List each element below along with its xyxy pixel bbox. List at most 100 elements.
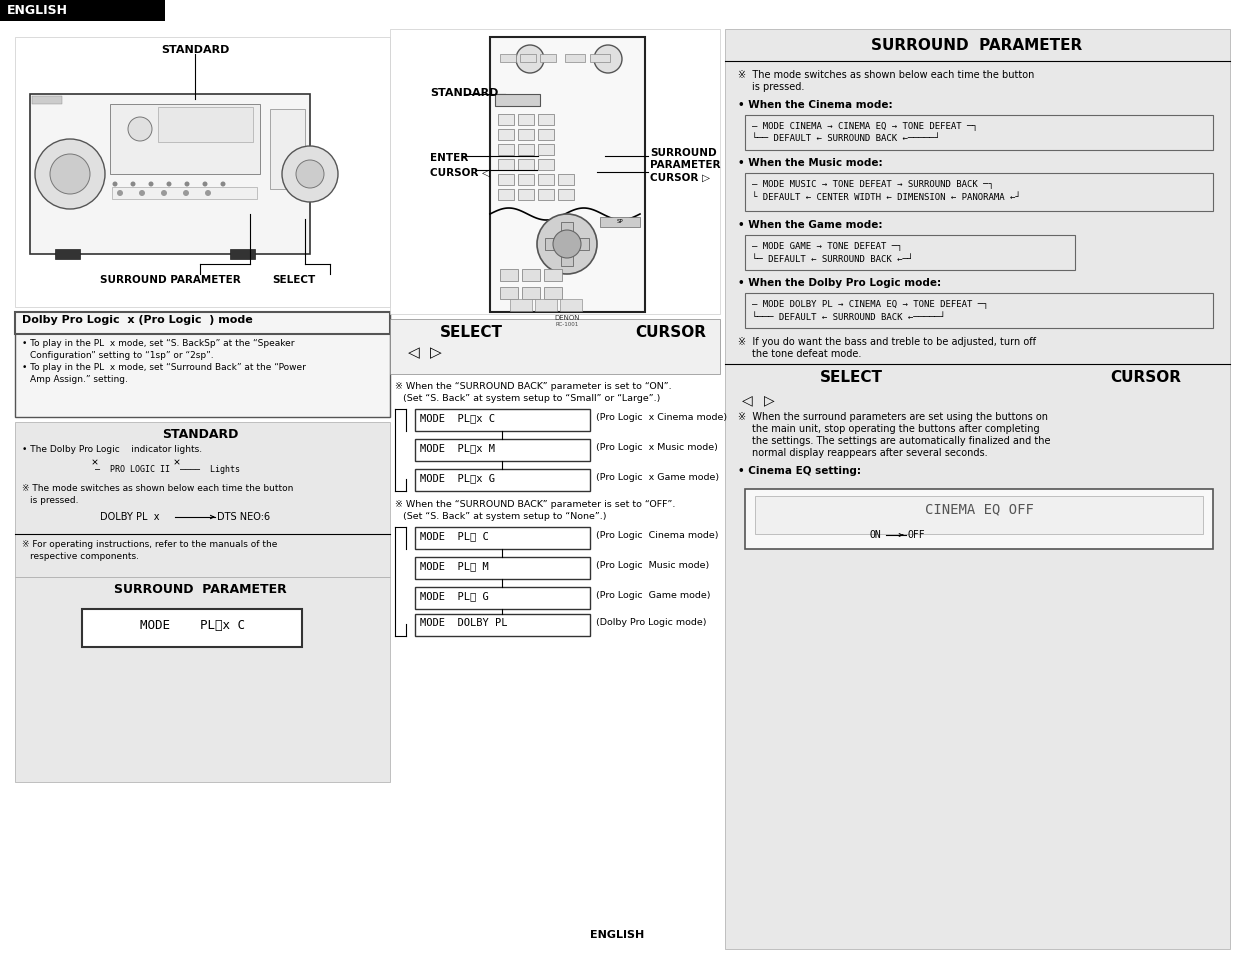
Text: SELECT: SELECT [440, 325, 503, 339]
Text: • To play in the PL  x mode, set “S. BackSp” at the “Speaker: • To play in the PL x mode, set “S. Back… [22, 338, 294, 348]
Bar [415, 410, 590, 432]
Bar [564, 55, 585, 63]
Text: └─ DEFAULT ← SURROUND BACK ←─┘: └─ DEFAULT ← SURROUND BACK ←─┘ [752, 254, 913, 264]
Bar [517, 130, 534, 141]
Bar [415, 470, 590, 492]
Text: ENGLISH: ENGLISH [7, 4, 68, 17]
Bar [15, 313, 390, 335]
Circle shape [221, 182, 226, 188]
Bar [543, 288, 562, 299]
Text: —  PRO LOGIC II  ————  Lights: — PRO LOGIC II ———— Lights [95, 464, 240, 474]
Bar [498, 160, 514, 171]
Bar [522, 270, 540, 282]
Bar [745, 235, 1074, 271]
Bar [745, 116, 1213, 151]
Text: CURSOR: CURSOR [1110, 370, 1181, 385]
Text: Dolby Pro Logic  x (Pro Logic  ) mode: Dolby Pro Logic x (Pro Logic ) mode [22, 314, 253, 325]
Bar [82, 609, 303, 647]
Text: (Pro Logic  x Game mode): (Pro Logic x Game mode) [597, 473, 719, 481]
Bar [517, 174, 534, 186]
Bar [745, 173, 1213, 212]
Circle shape [131, 182, 136, 188]
Bar [538, 130, 555, 141]
Circle shape [167, 182, 172, 188]
Circle shape [161, 191, 167, 196]
Text: ENTER: ENTER [430, 152, 468, 163]
Text: (Pro Logic  Game mode): (Pro Logic Game mode) [597, 590, 710, 599]
Text: — MODE CINEMA → CINEMA EQ → TONE DEFEAT ─┐: — MODE CINEMA → CINEMA EQ → TONE DEFEAT … [752, 121, 978, 130]
Bar [538, 115, 555, 126]
Text: OFF: OFF [908, 530, 925, 539]
Text: • The Dolby Pro Logic    indicator lights.: • The Dolby Pro Logic indicator lights. [22, 444, 203, 454]
Text: DTS NEO:6: DTS NEO:6 [217, 512, 270, 521]
Text: ※ The mode switches as shown below each time the button: ※ The mode switches as shown below each … [22, 483, 294, 493]
Bar [577, 239, 589, 251]
Bar [725, 30, 1230, 949]
Text: SP: SP [616, 219, 624, 224]
Text: • Cinema EQ setting:: • Cinema EQ setting: [739, 465, 861, 476]
Text: ▷: ▷ [764, 393, 774, 407]
Bar [15, 313, 390, 417]
Circle shape [594, 46, 622, 74]
Bar [15, 422, 390, 578]
Text: the settings. The settings are automatically finalized and the: the settings. The settings are automatic… [752, 436, 1051, 446]
Bar [520, 55, 536, 63]
Text: ※  The mode switches as shown below each time the button: ※ The mode switches as shown below each … [739, 70, 1035, 80]
Circle shape [553, 231, 580, 258]
Circle shape [112, 182, 117, 188]
Bar [500, 55, 516, 63]
Text: └── DEFAULT ← SURROUND BACK ←─────┘: └── DEFAULT ← SURROUND BACK ←─────┘ [752, 133, 940, 143]
Circle shape [203, 182, 207, 188]
Text: is pressed.: is pressed. [30, 496, 79, 504]
Text: STANDARD: STANDARD [162, 428, 238, 440]
Circle shape [537, 214, 597, 274]
Text: ▷: ▷ [430, 345, 442, 359]
Text: (Set “S. Back” at system setup to “None”.): (Set “S. Back” at system setup to “None”… [403, 512, 606, 520]
Text: (Set “S. Back” at system setup to “Small” or “Large”.): (Set “S. Back” at system setup to “Small… [403, 394, 661, 402]
Bar [559, 299, 582, 312]
Text: SELECT: SELECT [272, 274, 315, 285]
Bar [500, 288, 517, 299]
Bar [230, 250, 254, 260]
Text: • When the Dolby Pro Logic mode:: • When the Dolby Pro Logic mode: [739, 277, 941, 288]
Text: MODE  PLⅡx M: MODE PLⅡx M [420, 442, 495, 453]
Text: └ DEFAULT ← CENTER WIDTH ← DIMENSION ← PANORAMA ←┘: └ DEFAULT ← CENTER WIDTH ← DIMENSION ← P… [752, 193, 1021, 202]
Text: • To play in the PL  x mode, set “Surround Back” at the “Power: • To play in the PL x mode, set “Surroun… [22, 363, 306, 372]
Text: MODE  PLⅡx G: MODE PLⅡx G [420, 473, 495, 482]
Bar [517, 160, 534, 171]
Bar [32, 97, 62, 105]
Bar [561, 254, 573, 267]
Text: DENON: DENON [555, 314, 579, 320]
Text: • When the Music mode:: • When the Music mode: [739, 158, 883, 168]
Text: (Dolby Pro Logic mode): (Dolby Pro Logic mode) [597, 618, 706, 626]
Circle shape [516, 46, 543, 74]
Bar [538, 174, 555, 186]
Circle shape [296, 161, 324, 189]
Bar [755, 497, 1203, 535]
Bar [415, 527, 590, 550]
Text: RC-1001: RC-1001 [556, 322, 579, 327]
Text: CURSOR ▷: CURSOR ▷ [650, 172, 710, 183]
Bar [415, 558, 590, 579]
Bar [538, 160, 555, 171]
Bar [495, 95, 540, 107]
Bar [15, 578, 390, 782]
Bar [498, 190, 514, 201]
Bar [415, 587, 590, 609]
Text: DOLBY PL  x: DOLBY PL x [100, 512, 159, 521]
Bar [498, 174, 514, 186]
Circle shape [128, 118, 152, 142]
Text: ※ For operating instructions, refer to the manuals of the: ※ For operating instructions, refer to t… [22, 539, 278, 548]
Text: ※ When the “SURROUND BACK” parameter is set to “OFF”.: ※ When the “SURROUND BACK” parameter is … [395, 499, 676, 509]
Bar [15, 38, 390, 308]
Text: is pressed.: is pressed. [752, 82, 804, 91]
Bar [110, 105, 261, 174]
Text: MODE  PLⅡ M: MODE PLⅡ M [420, 560, 489, 571]
Bar [535, 299, 557, 312]
Circle shape [184, 182, 189, 188]
Text: ◁: ◁ [408, 345, 420, 359]
Bar [522, 288, 540, 299]
Text: (Pro Logic  Music mode): (Pro Logic Music mode) [597, 560, 709, 569]
Bar [493, 41, 642, 310]
Bar [543, 270, 562, 282]
